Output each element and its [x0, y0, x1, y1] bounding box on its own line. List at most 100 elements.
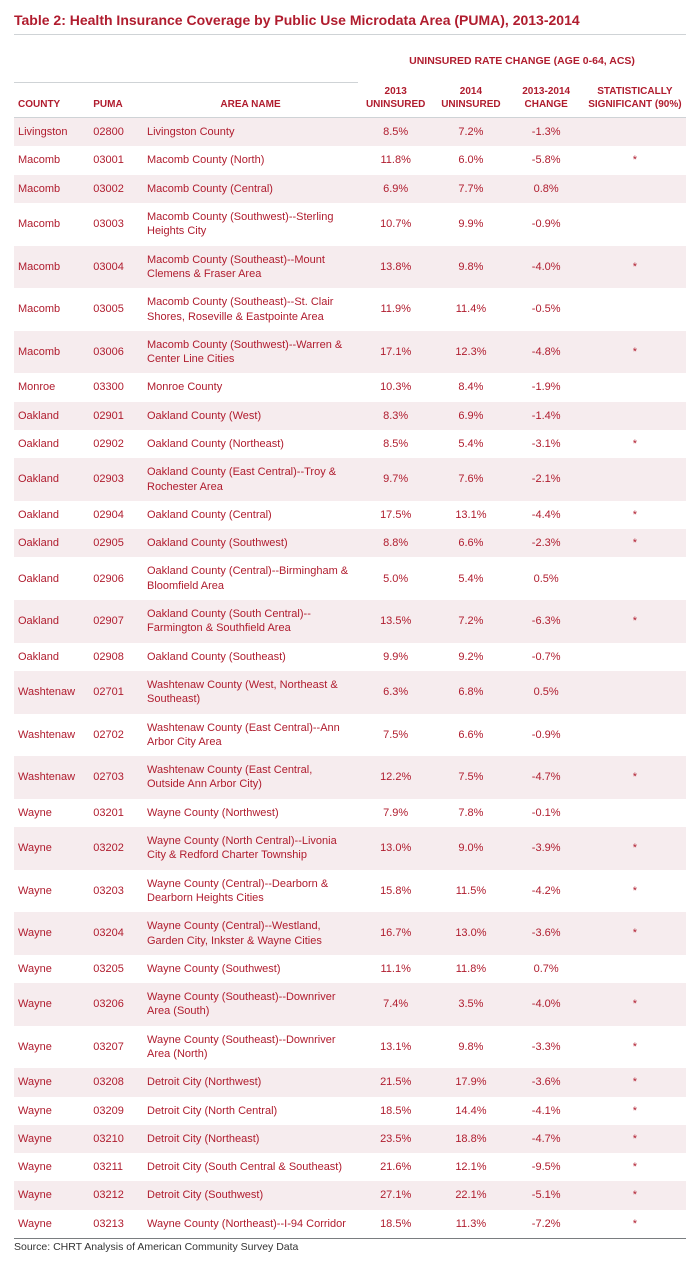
cell-puma: 03202: [89, 827, 143, 870]
table-row: Wayne03208Detroit City (Northwest)21.5%1…: [14, 1068, 686, 1096]
cell-y2014: 14.4%: [433, 1097, 508, 1125]
col-county: COUNTY: [14, 82, 89, 118]
table-row: Washtenaw02701Washtenaw County (West, No…: [14, 671, 686, 714]
cell-y2013: 13.1%: [358, 1026, 433, 1069]
cell-sig: *: [584, 1153, 686, 1181]
table-row: Washtenaw02703Washtenaw County (East Cen…: [14, 756, 686, 799]
cell-sig: [584, 458, 686, 501]
cell-county: Oakland: [14, 501, 89, 529]
cell-y2013: 8.8%: [358, 529, 433, 557]
cell-sig: [584, 373, 686, 401]
cell-sig: [584, 671, 686, 714]
cell-county: Macomb: [14, 331, 89, 374]
cell-change: -0.7%: [509, 643, 584, 671]
cell-change: 0.7%: [509, 955, 584, 983]
cell-area: Washtenaw County (East Central, Outside …: [143, 756, 358, 799]
cell-change: -1.3%: [509, 118, 584, 147]
source-note: Source: CHRT Analysis of American Commun…: [14, 1238, 686, 1253]
col-2014: 2014 UNINSURED: [433, 82, 508, 118]
cell-area: Oakland County (Southwest): [143, 529, 358, 557]
cell-y2013: 16.7%: [358, 912, 433, 955]
cell-puma: 02905: [89, 529, 143, 557]
table-row: Macomb03001Macomb County (North)11.8%6.0…: [14, 146, 686, 174]
cell-county: Washtenaw: [14, 671, 89, 714]
cell-area: Washtenaw County (East Central)--Ann Arb…: [143, 714, 358, 757]
cell-area: Oakland County (Northeast): [143, 430, 358, 458]
cell-puma: 02902: [89, 430, 143, 458]
cell-change: -4.2%: [509, 870, 584, 913]
cell-county: Washtenaw: [14, 714, 89, 757]
cell-sig: [584, 203, 686, 246]
cell-county: Oakland: [14, 643, 89, 671]
cell-puma: 02903: [89, 458, 143, 501]
cell-county: Oakland: [14, 402, 89, 430]
cell-puma: 03208: [89, 1068, 143, 1096]
cell-county: Wayne: [14, 983, 89, 1026]
cell-change: -4.8%: [509, 331, 584, 374]
cell-puma: 03005: [89, 288, 143, 331]
cell-y2013: 11.8%: [358, 146, 433, 174]
cell-county: Oakland: [14, 458, 89, 501]
cell-puma: 03004: [89, 246, 143, 289]
cell-puma: 02702: [89, 714, 143, 757]
cell-change: -4.7%: [509, 756, 584, 799]
cell-y2014: 7.8%: [433, 799, 508, 827]
cell-change: -9.5%: [509, 1153, 584, 1181]
cell-change: -0.9%: [509, 714, 584, 757]
cell-y2013: 9.7%: [358, 458, 433, 501]
cell-y2013: 15.8%: [358, 870, 433, 913]
cell-sig: [584, 175, 686, 203]
cell-area: Oakland County (East Central)--Troy & Ro…: [143, 458, 358, 501]
cell-sig: *: [584, 600, 686, 643]
cell-y2013: 18.5%: [358, 1210, 433, 1238]
table-row: Macomb03004Macomb County (Southeast)--Mo…: [14, 246, 686, 289]
cell-puma: 02703: [89, 756, 143, 799]
cell-y2013: 17.1%: [358, 331, 433, 374]
cell-change: -3.3%: [509, 1026, 584, 1069]
cell-y2014: 13.0%: [433, 912, 508, 955]
cell-y2014: 9.2%: [433, 643, 508, 671]
cell-sig: *: [584, 1026, 686, 1069]
cell-change: -3.1%: [509, 430, 584, 458]
cell-y2014: 22.1%: [433, 1181, 508, 1209]
table-row: Oakland02902Oakland County (Northeast)8.…: [14, 430, 686, 458]
cell-area: Oakland County (Central)--Birmingham & B…: [143, 557, 358, 600]
cell-change: 0.8%: [509, 175, 584, 203]
cell-county: Oakland: [14, 557, 89, 600]
cell-y2013: 7.9%: [358, 799, 433, 827]
cell-puma: 03006: [89, 331, 143, 374]
cell-y2014: 11.5%: [433, 870, 508, 913]
cell-y2013: 7.4%: [358, 983, 433, 1026]
cell-y2013: 21.6%: [358, 1153, 433, 1181]
cell-y2013: 27.1%: [358, 1181, 433, 1209]
cell-y2014: 6.9%: [433, 402, 508, 430]
cell-puma: 02907: [89, 600, 143, 643]
cell-y2014: 11.4%: [433, 288, 508, 331]
table-row: Oakland02906Oakland County (Central)--Bi…: [14, 557, 686, 600]
cell-y2014: 7.2%: [433, 600, 508, 643]
cell-area: Detroit City (Southwest): [143, 1181, 358, 1209]
cell-area: Macomb County (Southeast)--Mount Clemens…: [143, 246, 358, 289]
cell-change: -4.7%: [509, 1125, 584, 1153]
cell-y2014: 7.6%: [433, 458, 508, 501]
cell-area: Detroit City (North Central): [143, 1097, 358, 1125]
cell-sig: *: [584, 430, 686, 458]
cell-y2013: 6.9%: [358, 175, 433, 203]
cell-change: -5.8%: [509, 146, 584, 174]
cell-area: Wayne County (Northeast)--I-94 Corridor: [143, 1210, 358, 1238]
cell-puma: 02906: [89, 557, 143, 600]
cell-sig: [584, 557, 686, 600]
table-row: Wayne03206Wayne County (Southeast)--Down…: [14, 983, 686, 1026]
cell-county: Wayne: [14, 827, 89, 870]
cell-sig: *: [584, 501, 686, 529]
cell-y2014: 9.9%: [433, 203, 508, 246]
cell-y2013: 9.9%: [358, 643, 433, 671]
cell-y2013: 13.0%: [358, 827, 433, 870]
cell-puma: 03210: [89, 1125, 143, 1153]
cell-puma: 03213: [89, 1210, 143, 1238]
cell-change: -4.4%: [509, 501, 584, 529]
cell-area: Wayne County (Northwest): [143, 799, 358, 827]
cell-puma: 02904: [89, 501, 143, 529]
cell-county: Oakland: [14, 430, 89, 458]
cell-area: Macomb County (Central): [143, 175, 358, 203]
